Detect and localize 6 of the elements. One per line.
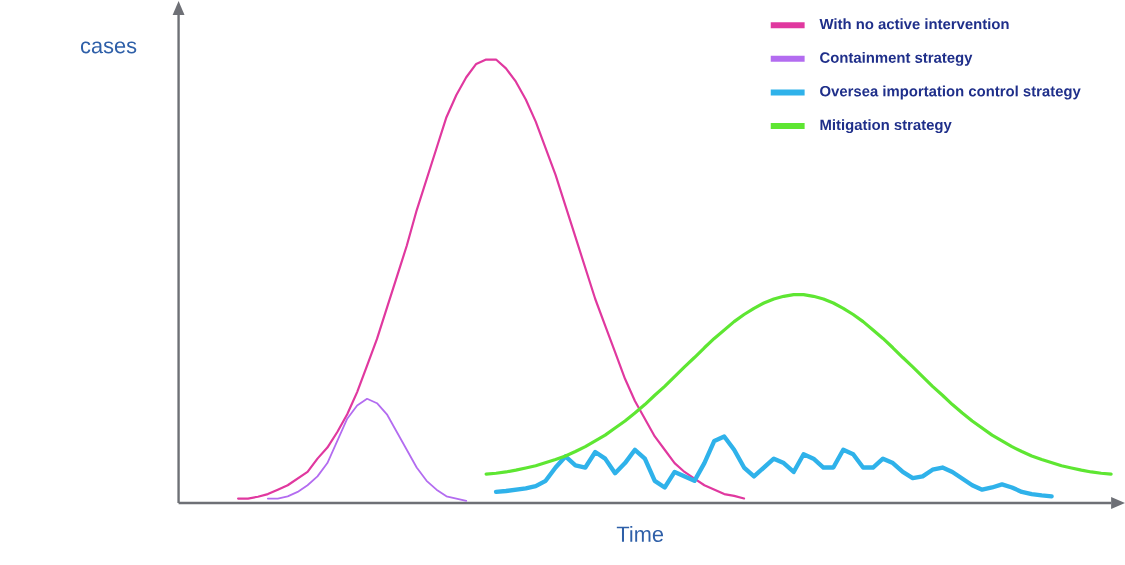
legend-label: Mitigation strategy (820, 118, 952, 133)
legend-label: With no active intervention (819, 18, 1009, 30)
legend-label: Containment strategy (820, 51, 973, 66)
x-axis-title: Time (616, 525, 664, 542)
y-axis-title: cases (80, 41, 137, 54)
legend-label: Oversea importation control strategy (820, 85, 1081, 100)
